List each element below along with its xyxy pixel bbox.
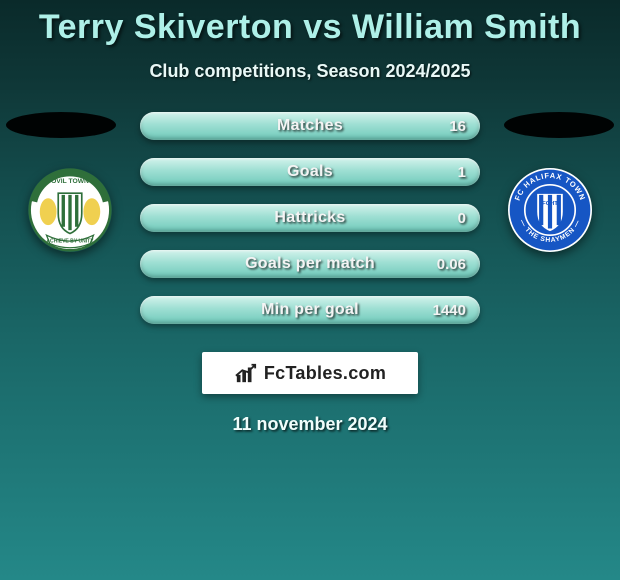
stat-row-goals-per-match: Goals per match 0.06: [140, 250, 480, 278]
stat-value-right: 0: [458, 204, 466, 232]
stat-value-right: 1440: [433, 296, 466, 324]
stat-bars: Matches 16 Goals 1 Hattricks 0 Goals per…: [140, 112, 480, 324]
right-player-shadow: [504, 112, 614, 138]
stat-row-goals: Goals 1: [140, 158, 480, 186]
yeovil-crest-icon: OVIL TOWN ACHIEVE BY UNITY: [28, 168, 112, 252]
stat-row-hattricks: Hattricks 0: [140, 204, 480, 232]
stat-label: Goals: [140, 158, 480, 186]
comparison-arena: OVIL TOWN ACHIEVE BY UNITY FC HALIFAX T: [0, 112, 620, 435]
page-title: Terry Skiverton vs William Smith: [0, 0, 620, 47]
stat-row-min-per-goal: Min per goal 1440: [140, 296, 480, 324]
bar-chart-icon: [234, 362, 258, 384]
stat-value-right: 1: [458, 158, 466, 186]
brand-box: FcTables.com: [202, 352, 418, 394]
halifax-crest-icon: FC HALIFAX TOWN — THE SHAYMEN — FCHT: [508, 168, 592, 252]
stat-row-matches: Matches 16: [140, 112, 480, 140]
stat-label: Goals per match: [140, 250, 480, 278]
stat-value-right: 0.06: [437, 250, 466, 278]
svg-text:OVIL TOWN: OVIL TOWN: [51, 178, 89, 185]
svg-text:FCHT: FCHT: [542, 201, 558, 207]
stat-value-right: 16: [449, 112, 466, 140]
stat-label: Hattricks: [140, 204, 480, 232]
left-player-shadow: [6, 112, 116, 138]
left-club-crest: OVIL TOWN ACHIEVE BY UNITY: [28, 168, 112, 252]
brand-text: FcTables.com: [264, 363, 386, 384]
stat-label: Matches: [140, 112, 480, 140]
page-subtitle: Club competitions, Season 2024/2025: [0, 61, 620, 82]
footer-date: 11 november 2024: [0, 414, 620, 435]
right-club-crest: FC HALIFAX TOWN — THE SHAYMEN — FCHT: [508, 168, 592, 252]
stat-label: Min per goal: [140, 296, 480, 324]
svg-text:ACHIEVE BY UNITY: ACHIEVE BY UNITY: [46, 239, 94, 245]
